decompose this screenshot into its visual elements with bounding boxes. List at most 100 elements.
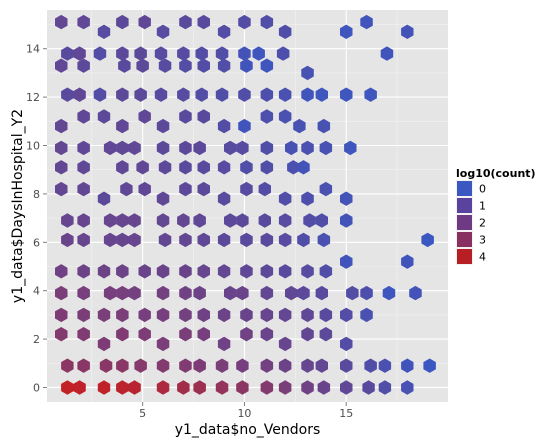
hexbin-cell (73, 380, 86, 395)
hexbin-cells (55, 14, 436, 395)
x-tick-label: 15 (339, 407, 353, 420)
hexbin-cell (238, 46, 251, 61)
hexbin-cell (156, 336, 170, 352)
hexbin-cell (346, 285, 359, 301)
hexbin-cell (260, 232, 274, 248)
hexbin-cell (156, 140, 170, 156)
hexbin-cell (134, 87, 147, 102)
hexbin-cell (236, 358, 249, 373)
hexbin-cell (156, 358, 170, 373)
hexbin-cell (278, 336, 292, 352)
hexbin-cell (156, 285, 170, 301)
hexbin-cell (103, 140, 117, 156)
hexbin-cell (317, 380, 331, 395)
hexbin-cell (193, 358, 206, 373)
y-tick-label: 2 (33, 333, 40, 346)
hexbin-cell (55, 264, 68, 279)
hexbin-cell (278, 358, 292, 373)
hexbin-cell (252, 46, 265, 61)
hexbin-cell (134, 46, 147, 61)
hexbin-cell (97, 264, 111, 279)
hexbin-cell (134, 358, 147, 373)
hexbin-cell (197, 232, 210, 248)
hexbin-cell (128, 380, 141, 395)
hexbin-cell (317, 118, 331, 134)
hexbin-cell (380, 46, 394, 61)
hexbin-cell (315, 358, 328, 373)
hexbin-cell (240, 307, 253, 323)
hexbin-cell (340, 254, 353, 269)
hexbin-cell (217, 232, 231, 248)
hexbin-cell (224, 285, 237, 301)
hexbin-cell (344, 140, 357, 156)
hexbin-cell (55, 160, 68, 175)
hexbin-cell (55, 140, 68, 156)
hexbin-cell (156, 264, 170, 279)
hexbin-cell (55, 285, 68, 301)
hexbin-cell (260, 285, 274, 301)
hexbin-cell (77, 14, 90, 30)
legend-label: 0 (479, 183, 486, 196)
hexbin-cell (77, 232, 90, 248)
hexbin-cell (319, 181, 333, 197)
legend-key (457, 198, 472, 213)
hexbin-cell (197, 160, 210, 175)
hexbin-cell (77, 264, 90, 279)
hexbin-cell (197, 14, 210, 30)
hexbin-cell (364, 358, 377, 373)
hexbin-cell (156, 24, 170, 39)
y-tick-label: 14 (26, 43, 40, 56)
hexbin-cell (224, 213, 237, 228)
hexbin-cell (116, 160, 129, 175)
hexbin-cell (128, 232, 141, 248)
hexbin-cell (116, 307, 129, 323)
hexbin-cell (177, 380, 190, 395)
hexbin-cell (297, 285, 310, 301)
hexbin-cell (215, 358, 229, 373)
hexbin-cell (278, 24, 292, 39)
legend-label: 2 (479, 217, 486, 230)
hexbin-cell (215, 380, 229, 395)
hexbin-cell (197, 307, 210, 323)
hexbin-cell (179, 140, 192, 156)
hexbin-cell (97, 336, 111, 352)
hexbin-cell (258, 213, 271, 228)
hexbin-cell (315, 285, 328, 301)
hexbin-cell (360, 307, 373, 323)
hexbin-cell (156, 191, 170, 206)
hexbin-cell (179, 58, 192, 73)
hexbin-cell (99, 358, 113, 373)
hexbin-cell (362, 380, 375, 395)
hexbin-cell (93, 46, 107, 61)
hexbin-cell (97, 24, 111, 39)
legend-key (457, 249, 472, 264)
hexbin-cell (401, 24, 414, 39)
hexbin-cell (93, 87, 107, 102)
hexbin-cell (276, 46, 290, 61)
hexbin-cell (238, 87, 251, 102)
hexbin-cell (118, 58, 131, 73)
y-tick-label: 0 (33, 381, 40, 394)
hexbin-cell (240, 181, 253, 197)
hexbin-cell (61, 358, 74, 373)
hexbin-cell (215, 46, 229, 61)
hexbin-cell (154, 46, 168, 61)
hexbin-cell (179, 327, 192, 342)
legend-key (457, 181, 472, 196)
y-axis-ticks: 0 2 4 6 8 10 12 14 (26, 43, 47, 394)
hexbin-cell (278, 307, 292, 323)
hexbin-cell (217, 160, 231, 175)
hexbin-cell (340, 307, 353, 323)
hexbin-cell (116, 232, 129, 248)
hexbin-cell (197, 327, 210, 342)
hexbin-cell (154, 87, 168, 102)
hexbin-cell (340, 24, 353, 39)
hexbin-cell (260, 160, 274, 175)
hexbin-cell (61, 213, 74, 228)
hexbin-cell (156, 213, 170, 228)
hexbin-cell (116, 213, 129, 228)
hexbin-cell (278, 380, 292, 395)
hexbin-cell (61, 87, 74, 102)
hexbin-cell (297, 160, 310, 175)
legend-title: log10(count) (456, 167, 536, 180)
